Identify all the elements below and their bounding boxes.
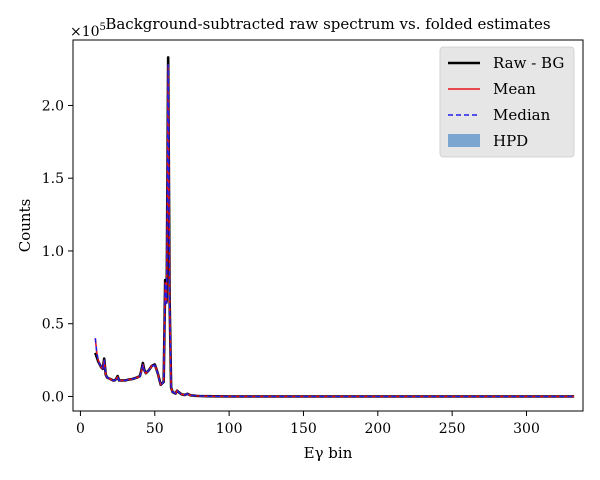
y-axis-multiplier: ×105 [70,22,106,40]
x-tick-label-300: 300 [513,421,540,437]
y-tick-label-50000: 0.5 [42,317,64,333]
x-tick-label-250: 250 [439,421,466,437]
y-tick-label-0: 0.0 [42,389,64,405]
x-tick-label-100: 100 [216,421,243,437]
chart-title: Background-subtracted raw spectrum vs. f… [105,15,550,33]
y-axis-multiplier-exponent: 5 [100,22,106,33]
y-axis: 0.0 0.5 1.0 1.5 2.0 [42,98,73,405]
x-tick-label-50: 50 [146,421,164,437]
y-axis-multiplier-base: ×10 [70,24,100,40]
x-tick-label-200: 200 [364,421,391,437]
axes-frame [72,39,584,412]
series-group [94,56,575,398]
plot-area [94,56,575,398]
y-axis-label: Counts [16,199,34,253]
x-tick-label-0: 0 [76,421,85,437]
x-axis-label: Eγ bin [304,444,353,462]
legend-label-raw-bg: Raw - BG [493,54,564,72]
series-line-median [94,64,575,398]
legend-label-mean: Mean [493,80,536,98]
y-tick-label-200000: 2.0 [42,98,64,114]
y-tick-label-100000: 1.0 [42,244,64,260]
legend-label-median: Median [493,106,551,124]
legend-swatch-hpd [448,134,480,147]
legend-label-hpd: HPD [493,132,528,150]
y-tick-label-150000: 1.5 [42,171,64,187]
legend: Raw - BG Mean Median HPD [439,46,575,158]
legend-box [439,46,575,158]
x-axis: 0 50 100 150 200 250 300 [76,411,540,437]
x-tick-label-150: 150 [290,421,317,437]
